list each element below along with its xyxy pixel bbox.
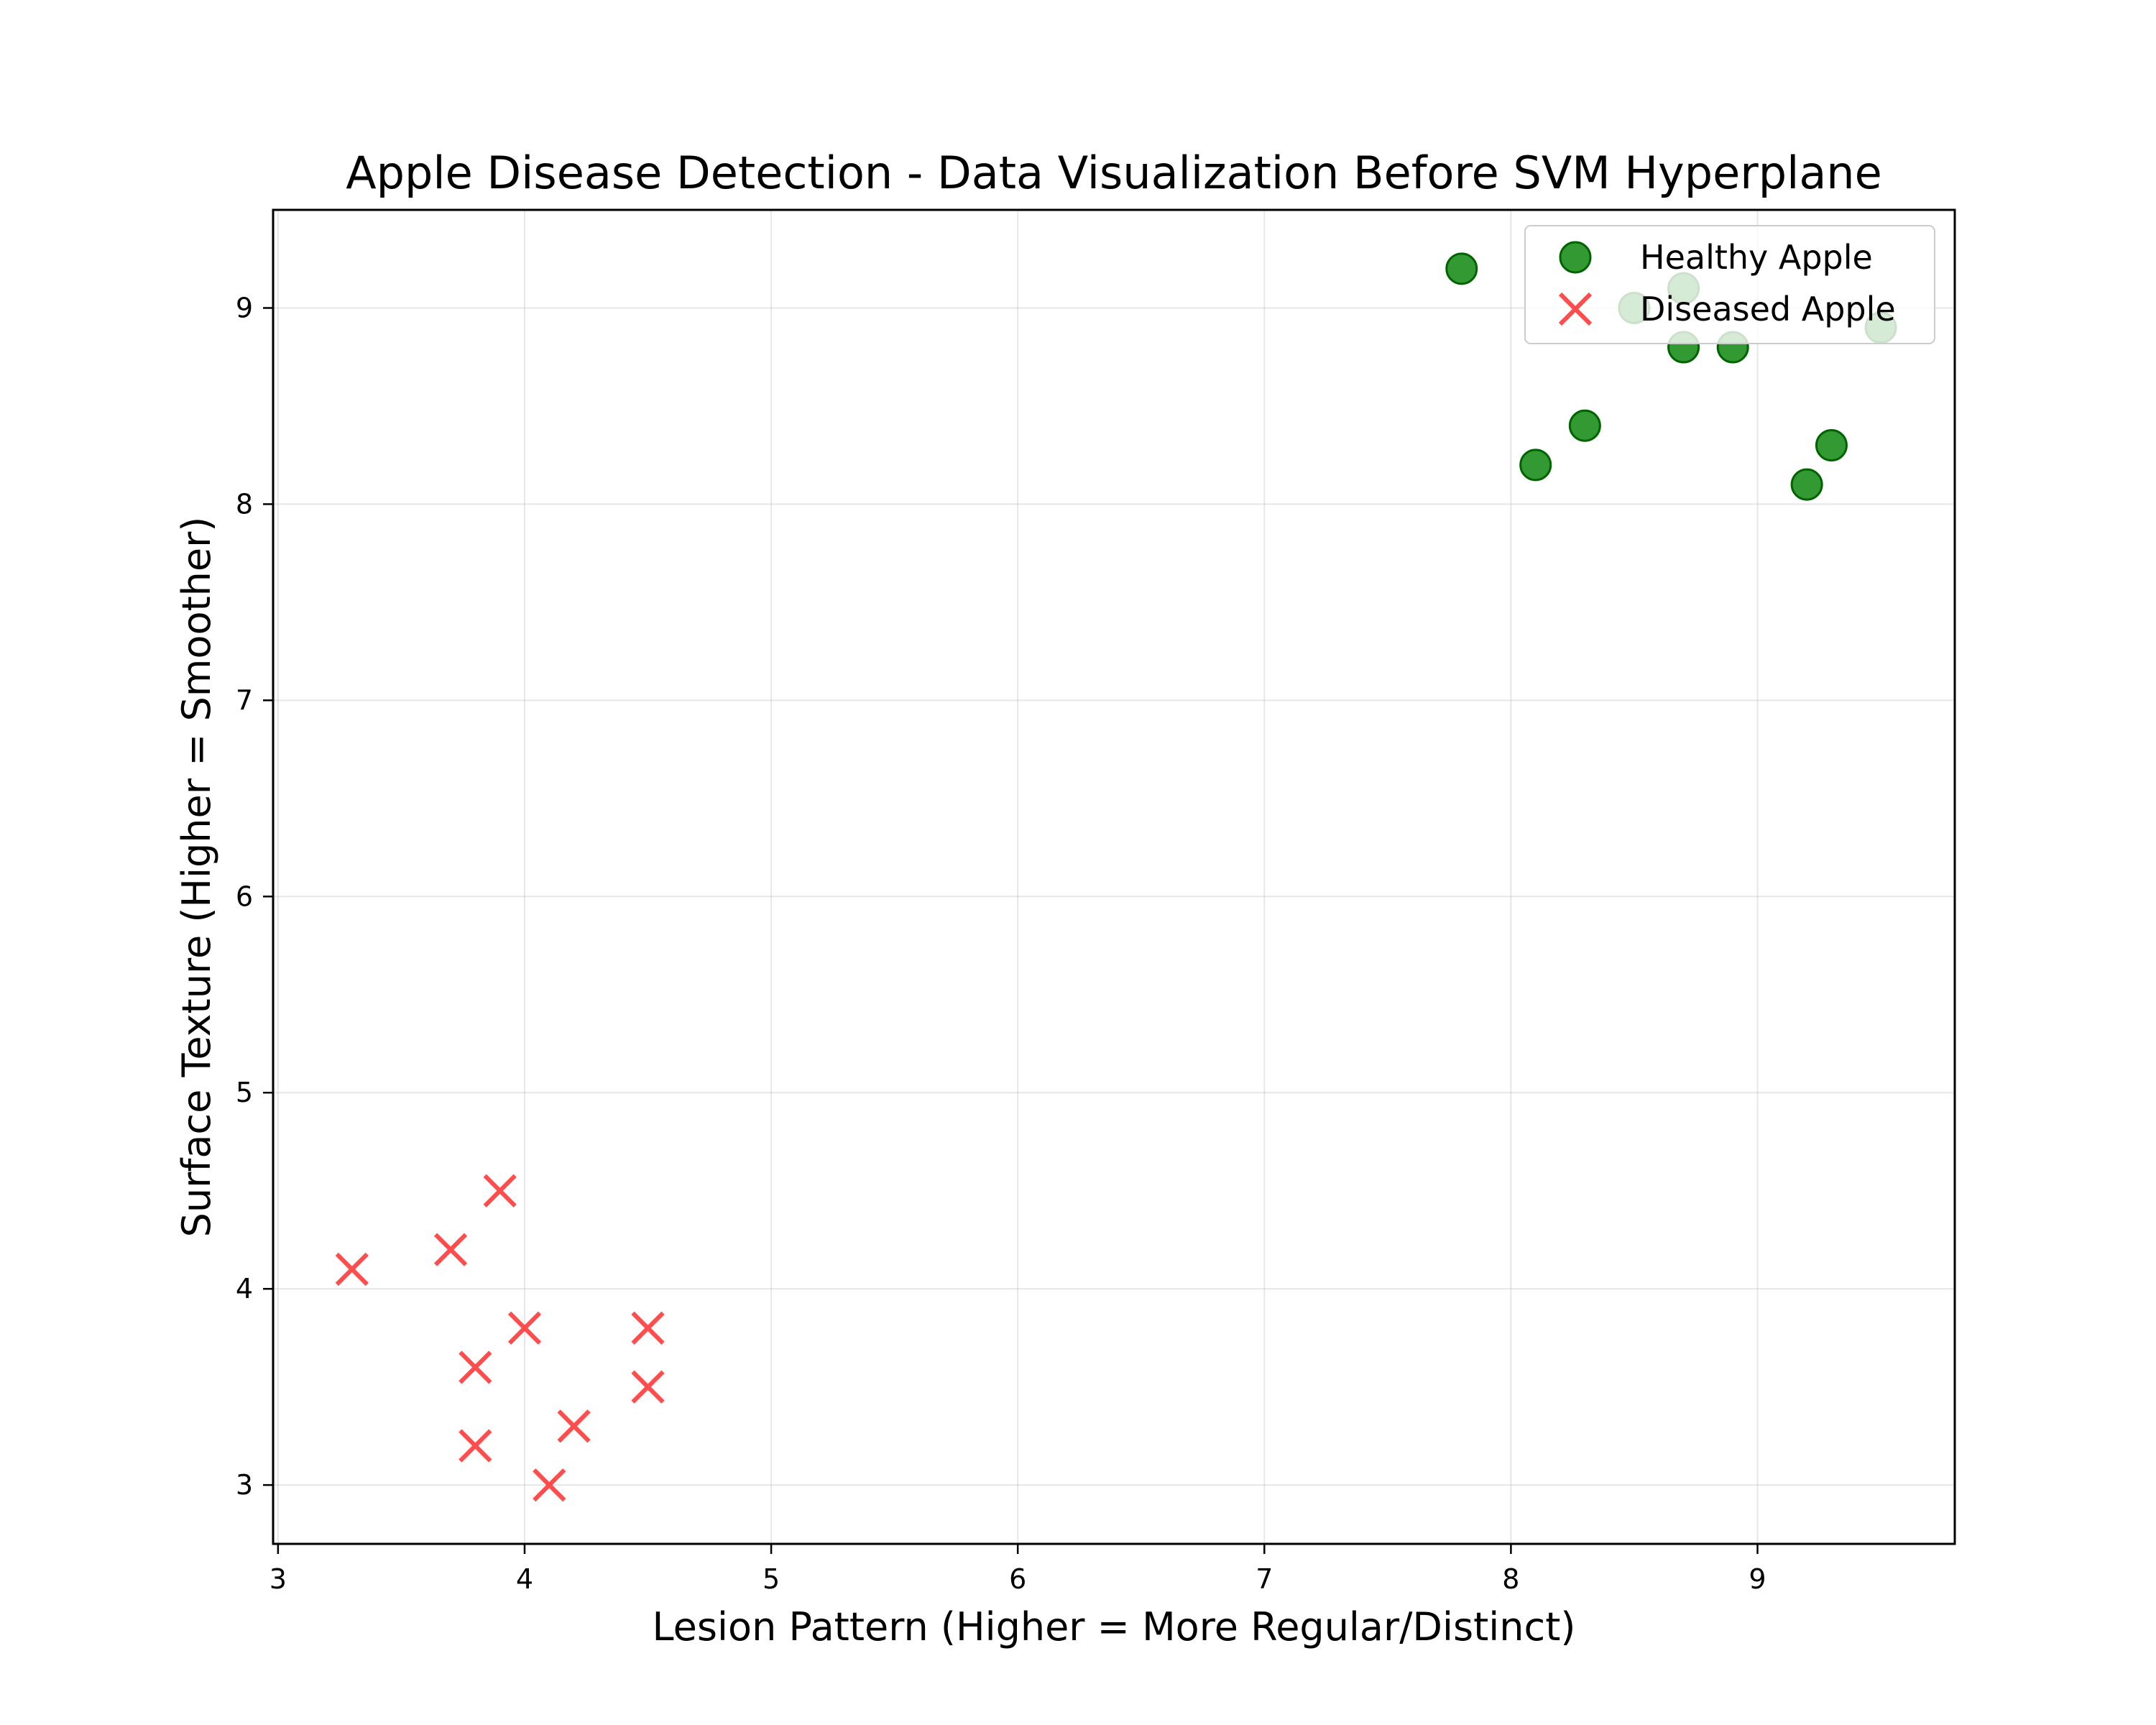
data-points xyxy=(335,252,1897,1502)
legend-diseased-label: Diseased Apple xyxy=(1640,290,1896,328)
legend-healthy-marker xyxy=(1559,241,1592,274)
legend-healthy-label: Healthy Apple xyxy=(1640,238,1873,277)
axis-ticks: 3 4 5 6 7 8 9 3 4 5 6 7 8 9 xyxy=(236,292,1766,1595)
y-tick-label: 4 xyxy=(236,1273,253,1305)
y-tick-label: 8 xyxy=(236,488,253,520)
x-tick-label: 8 xyxy=(1502,1563,1519,1595)
healthy-apple-point xyxy=(1519,448,1552,482)
diseased-apple-point xyxy=(335,1252,369,1287)
diseased-apple-point xyxy=(433,1233,468,1266)
diseased-apple-point xyxy=(557,1409,591,1443)
legend: Healthy Apple Diseased Apple xyxy=(1524,225,1935,344)
y-tick-label: 9 xyxy=(236,292,253,323)
x-tick-label: 9 xyxy=(1749,1563,1766,1595)
diseased-apple-point xyxy=(533,1468,566,1502)
healthy-apple-point xyxy=(1790,468,1823,501)
legend-box xyxy=(1524,225,1935,344)
y-tick-label: 7 xyxy=(236,684,253,716)
healthy-apple-point xyxy=(1815,429,1848,462)
grid xyxy=(273,210,1955,1544)
diseased-apple-point xyxy=(459,1351,492,1384)
x-tick-label: 7 xyxy=(1256,1563,1273,1595)
diseased-apple-point xyxy=(631,1311,665,1345)
legend-diseased-marker xyxy=(1558,292,1593,326)
y-tick-label: 6 xyxy=(236,880,253,912)
y-tick-label: 5 xyxy=(236,1077,253,1108)
diseased-apple-point xyxy=(483,1174,517,1208)
plot-frame xyxy=(272,208,1956,1545)
legend-x-glyph xyxy=(1558,292,1593,326)
diseased-apple-point xyxy=(631,1370,665,1404)
x-tick-label: 4 xyxy=(516,1563,533,1595)
healthy-apple-point xyxy=(1445,252,1478,285)
chart-title: Apple Disease Detection - Data Visualiza… xyxy=(346,147,1882,199)
diseased-apple-point xyxy=(507,1311,542,1345)
x-tick-label: 5 xyxy=(763,1563,780,1595)
diseased-apple-point xyxy=(459,1429,492,1463)
x-tick-label: 6 xyxy=(1009,1563,1026,1595)
y-axis-label: Surface Texture (Higher = Smoother) xyxy=(174,517,219,1238)
x-tick-label: 3 xyxy=(270,1563,287,1595)
x-axis-label: Lesion Pattern (Higher = More Regular/Di… xyxy=(653,1604,1576,1650)
healthy-apple-point xyxy=(1568,409,1601,442)
y-tick-label: 3 xyxy=(236,1469,253,1501)
